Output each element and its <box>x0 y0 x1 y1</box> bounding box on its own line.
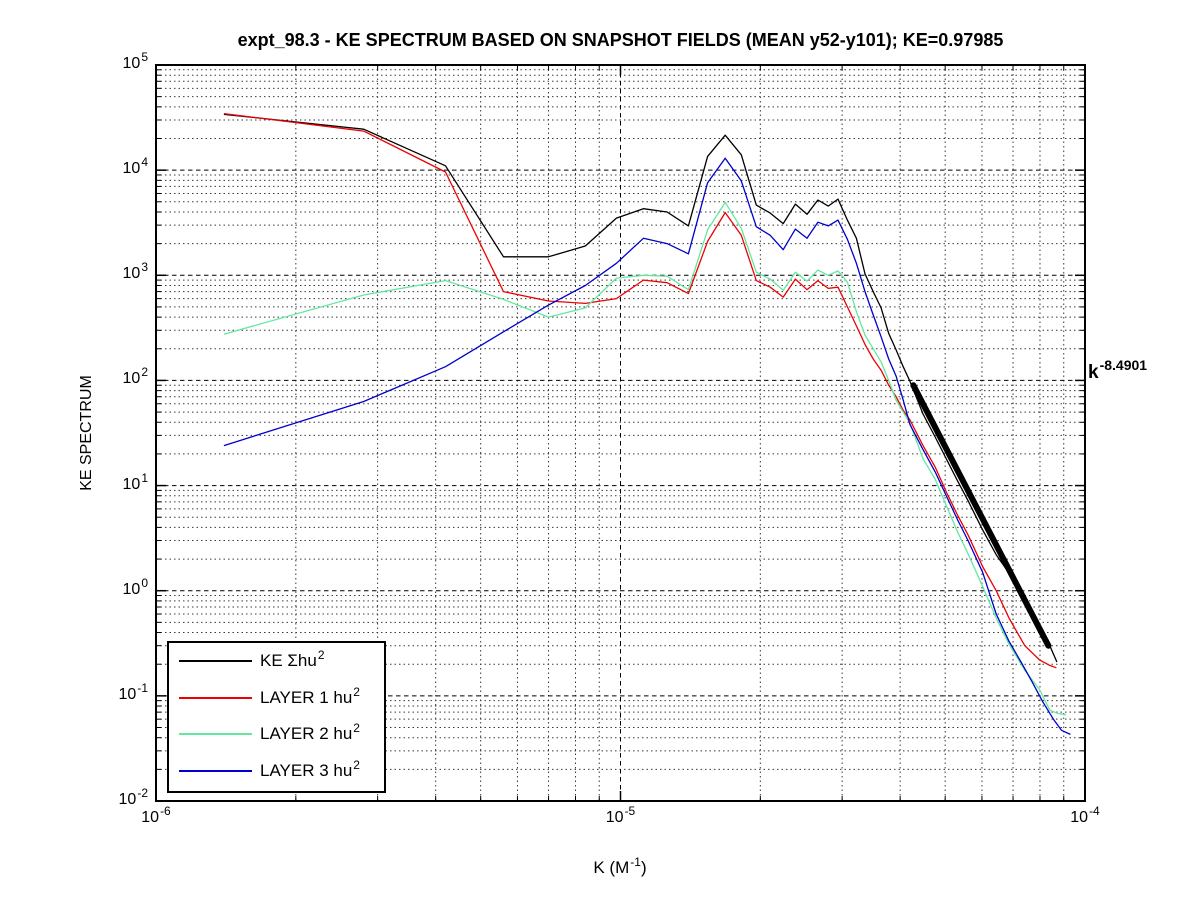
slope-annotation-exponent: -8.4901 <box>1099 357 1148 373</box>
legend-item-0[interactable]: KE Σhu2 <box>169 643 384 680</box>
series-line-0 <box>223 113 1058 663</box>
x-tick-label-1-base: 10 <box>605 809 624 826</box>
series-line-2 <box>223 201 1067 716</box>
x-tick-label-1: 10-5 <box>586 804 656 828</box>
legend-label-base-1: LAYER 1 hu <box>260 687 353 707</box>
x-tick-label-2-base: 10 <box>1070 809 1089 826</box>
y-tick-label-6: 10-1 <box>102 681 148 705</box>
y-tick-label-4: 101 <box>102 471 148 495</box>
legend-label-0: KE Σhu2 <box>260 648 325 671</box>
legend-line-swatch-0 <box>179 660 252 663</box>
y-tick-label-3: 102 <box>102 365 148 389</box>
y-tick-label-2-exponent: 3 <box>141 260 148 275</box>
x-tick-label-0-exponent: -6 <box>160 804 171 818</box>
x-tick-label-2-exponent: -4 <box>1089 804 1100 818</box>
legend-label-exponent-2: 2 <box>353 721 360 736</box>
y-tick-label-7-base: 10 <box>118 791 137 808</box>
x-tick-label-0-base: 10 <box>141 809 160 826</box>
legend-label-2: LAYER 2 hu2 <box>260 721 360 744</box>
y-tick-label-3-base: 10 <box>122 370 141 388</box>
x-axis-label-base: K (M <box>593 858 630 877</box>
slope-annotation: k-8.4901 <box>1088 357 1147 384</box>
slope-fit-line <box>910 382 1052 649</box>
x-tick-label-2: 10-4 <box>1050 804 1120 828</box>
y-tick-label-1: 104 <box>102 155 148 179</box>
y-tick-label-1-exponent: 4 <box>141 155 148 170</box>
y-tick-label-0-exponent: 5 <box>141 50 148 64</box>
y-tick-label-2-base: 10 <box>122 265 141 283</box>
legend-item-3[interactable]: LAYER 3 hu2 <box>169 753 384 790</box>
y-tick-label-4-exponent: 1 <box>141 470 148 485</box>
chart-title: expt_98.3 - KE SPECTRUM BASED ON SNAPSHO… <box>237 30 1004 50</box>
y-tick-label-6-base: 10 <box>118 685 137 703</box>
legend-label-base-3: LAYER 3 hu <box>260 760 353 780</box>
y-tick-label-2: 103 <box>102 260 148 284</box>
y-tick-label-0-base: 10 <box>122 55 141 72</box>
series-line-3 <box>223 157 1071 735</box>
legend-label-base-2: LAYER 2 hu <box>260 724 353 744</box>
y-tick-label-7-exponent: -2 <box>137 786 148 800</box>
y-tick-label-0: 105 <box>102 50 148 74</box>
y-axis-label: KE SPECTRUM <box>78 375 95 491</box>
legend-label-exponent-1: 2 <box>353 684 360 699</box>
x-axis-label-exponent: -1 <box>630 855 641 869</box>
legend[interactable]: KE Σhu2 LAYER 1 hu2 LAYER 2 hu2 LAYER 3 hu2 <box>167 641 386 793</box>
y-tick-label-7: 10-2 <box>102 786 148 810</box>
y-tick-label-1-base: 10 <box>122 160 141 178</box>
legend-line-swatch-2 <box>179 733 252 736</box>
legend-label-1: LAYER 1 hu2 <box>260 684 360 708</box>
x-tick-label-0: 10-6 <box>121 804 191 828</box>
y-tick-label-4-base: 10 <box>122 475 141 493</box>
x-tick-label-1-exponent: -5 <box>624 804 636 818</box>
legend-line-swatch-1 <box>179 696 252 699</box>
y-tick-label-5-base: 10 <box>122 580 141 598</box>
legend-label-base-0: KE Σhu <box>260 651 317 671</box>
y-tick-label-5: 100 <box>102 576 148 600</box>
y-tick-label-6-exponent: -1 <box>137 680 148 695</box>
y-tick-label-3-exponent: 2 <box>141 365 148 380</box>
x-axis-label: K (M-1) <box>320 855 920 878</box>
series-line-1 <box>223 112 1057 669</box>
legend-label-3: LAYER 3 hu2 <box>260 757 360 781</box>
legend-line-swatch-3 <box>179 769 252 772</box>
legend-label-exponent-0: 2 <box>317 648 325 663</box>
legend-item-1[interactable]: LAYER 1 hu2 <box>169 680 384 717</box>
legend-label-exponent-3: 2 <box>353 757 360 772</box>
slope-annotation-base: k <box>1088 362 1099 383</box>
y-tick-label-5-exponent: 0 <box>141 575 148 590</box>
legend-item-2[interactable]: LAYER 2 hu2 <box>169 716 384 753</box>
x-axis-label-suffix: ) <box>640 858 647 877</box>
